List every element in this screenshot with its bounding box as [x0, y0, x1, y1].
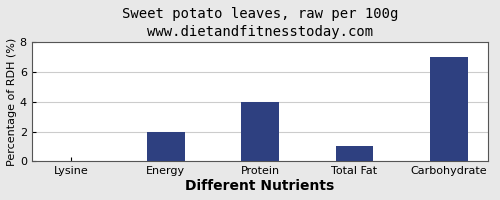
X-axis label: Different Nutrients: Different Nutrients: [186, 179, 334, 193]
Bar: [430, 57, 468, 161]
Y-axis label: Percentage of RDH (%): Percentage of RDH (%): [7, 38, 17, 166]
Bar: [147, 132, 184, 161]
Title: Sweet potato leaves, raw per 100g
www.dietandfitnesstoday.com: Sweet potato leaves, raw per 100g www.di…: [122, 7, 398, 39]
Bar: [241, 102, 279, 161]
Bar: [336, 146, 374, 161]
